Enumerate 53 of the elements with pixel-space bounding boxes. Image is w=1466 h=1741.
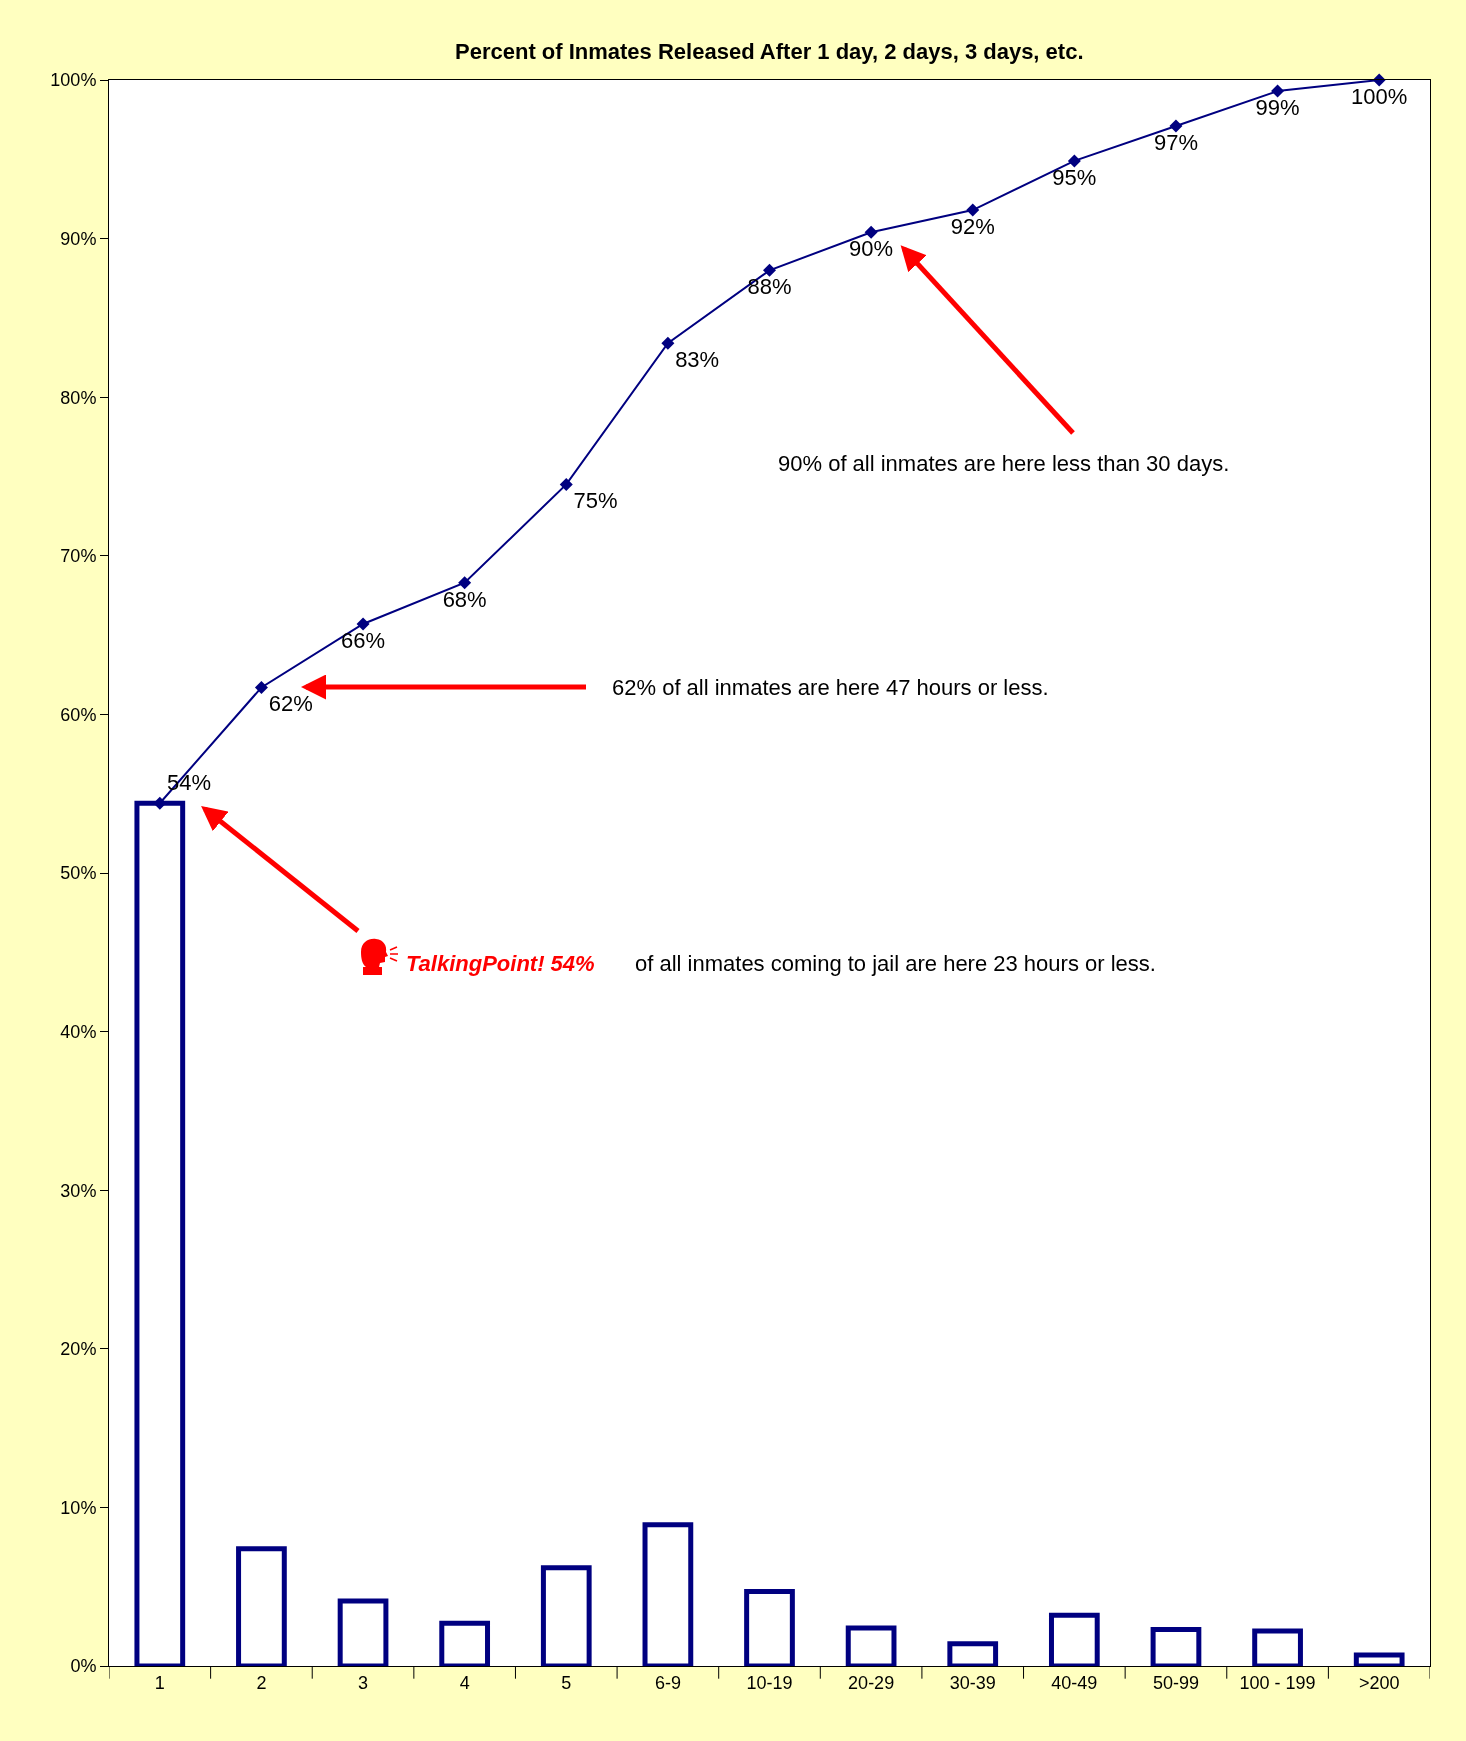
point [661,336,675,350]
y-tick-label: 20% [60,1339,97,1360]
data-label: 100% [1351,83,1408,109]
chart-title: Percent of Inmates Released After 1 day, 2 days, 3 days, etc. [455,39,1084,64]
y-tick-label: 100% [50,70,97,91]
x-tick-label: 3 [358,1672,369,1693]
point [1271,84,1285,98]
x-tick-label: 10-19 [746,1672,793,1693]
data-label: 68% [442,586,487,612]
data-label: 62% [268,691,313,717]
x-tick-label: 40-49 [1051,1672,1098,1693]
data-label: 75% [573,488,618,514]
data-label: 97% [1153,129,1198,155]
annotation: 90% of all inmates are here less than 30 days. [778,451,1230,476]
x-tick-label: >200 [1358,1672,1400,1693]
x-tick-label: 20-29 [848,1672,895,1693]
data-label: 92% [950,213,995,239]
y-tick-label: 0% [70,1656,97,1677]
point [458,576,472,590]
point [864,225,878,239]
point [1067,154,1081,168]
y-tick-label: 90% [60,228,97,249]
x-tick-label: 2 [256,1672,267,1693]
y-tick-label: 60% [60,704,97,725]
data-label: 90% [849,236,894,262]
annotation: of all inmates coming to jail are here 23 hours or less. [635,951,1156,976]
x-tick-label: 100 - 199 [1239,1672,1316,1693]
annotation: 62% of all inmates are here 47 hours or less. [612,675,1049,700]
point [966,203,980,217]
y-tick-label: 10% [60,1497,97,1518]
x-tick-label: 6-9 [654,1672,681,1693]
point [1169,119,1183,133]
data-label: 66% [341,627,386,653]
y-tick-label: 40% [60,1021,97,1042]
annotation: TalkingPoint! 54% [406,951,595,976]
point [559,477,573,491]
x-tick-label: 4 [459,1672,470,1693]
x-tick-label: 5 [561,1672,572,1693]
y-tick-label: 30% [60,1180,97,1201]
data-label: 99% [1255,94,1300,120]
data-label: 88% [747,274,792,300]
y-tick-label: 70% [60,546,97,567]
point [153,796,167,810]
point [356,617,370,631]
point [254,680,268,694]
y-tick-label: 50% [60,863,97,884]
x-tick-label: 1 [154,1672,165,1693]
data-label: 83% [675,347,720,373]
data-label: 95% [1052,164,1097,190]
x-tick-label: 30-39 [949,1672,996,1693]
y-tick-label: 80% [60,387,97,408]
point [763,263,776,277]
x-tick-label: 50-99 [1152,1672,1199,1693]
